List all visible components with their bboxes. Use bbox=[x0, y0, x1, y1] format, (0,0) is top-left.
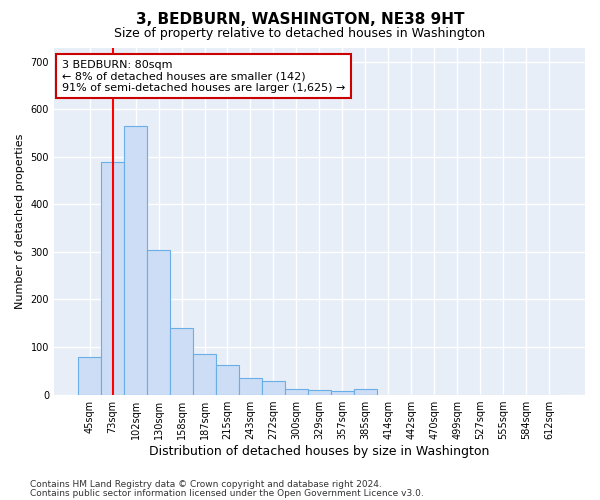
Text: Contains public sector information licensed under the Open Government Licence v3: Contains public sector information licen… bbox=[30, 488, 424, 498]
Text: Contains HM Land Registry data © Crown copyright and database right 2024.: Contains HM Land Registry data © Crown c… bbox=[30, 480, 382, 489]
Bar bbox=[331, 391, 354, 394]
Bar bbox=[239, 378, 262, 394]
X-axis label: Distribution of detached houses by size in Washington: Distribution of detached houses by size … bbox=[149, 444, 490, 458]
Bar bbox=[78, 356, 101, 395]
Bar bbox=[216, 364, 239, 394]
Bar bbox=[285, 390, 308, 394]
Bar bbox=[354, 390, 377, 394]
Y-axis label: Number of detached properties: Number of detached properties bbox=[15, 134, 25, 308]
Bar bbox=[170, 328, 193, 394]
Bar bbox=[308, 390, 331, 394]
Text: Size of property relative to detached houses in Washington: Size of property relative to detached ho… bbox=[115, 28, 485, 40]
Bar bbox=[262, 381, 285, 394]
Bar bbox=[124, 126, 147, 394]
Bar bbox=[147, 250, 170, 394]
Text: 3 BEDBURN: 80sqm
← 8% of detached houses are smaller (142)
91% of semi-detached : 3 BEDBURN: 80sqm ← 8% of detached houses… bbox=[62, 60, 345, 93]
Text: 3, BEDBURN, WASHINGTON, NE38 9HT: 3, BEDBURN, WASHINGTON, NE38 9HT bbox=[136, 12, 464, 28]
Bar bbox=[101, 162, 124, 394]
Bar bbox=[193, 354, 216, 395]
